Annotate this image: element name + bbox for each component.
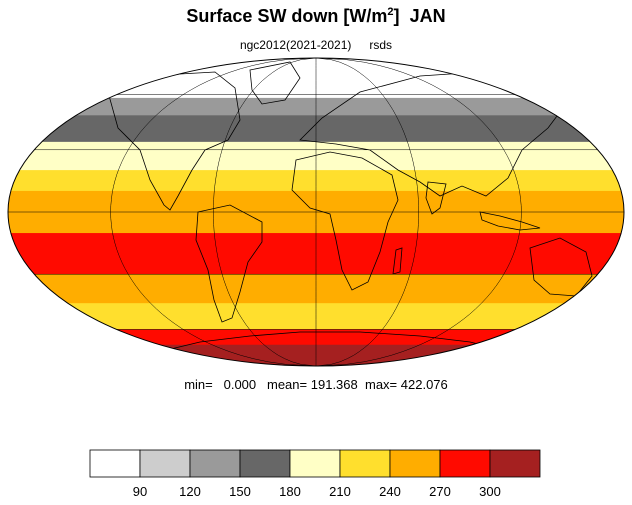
legend-tick-label: 210	[329, 484, 351, 499]
continent-outlines	[107, 61, 593, 355]
legend-tick-label: 270	[429, 484, 451, 499]
meridian-line	[315, 58, 419, 366]
legend-tick-label: 180	[279, 484, 301, 499]
legend-box	[339, 449, 391, 478]
mean-value: 191.368	[310, 377, 358, 392]
legend-box	[439, 449, 491, 478]
min-value: 0.000	[223, 377, 257, 392]
legend-tick-label: 240	[379, 484, 401, 499]
meridian-line	[110, 58, 317, 366]
legend-tick-label: 150	[229, 484, 251, 499]
title-month: JAN	[409, 6, 446, 26]
model-label: ngc2012(2021-2021)	[239, 38, 352, 52]
eurasia-outline	[299, 71, 567, 197]
legend-box	[239, 449, 291, 478]
variable-label: rsds	[369, 38, 393, 52]
legend-box	[189, 449, 241, 478]
legend-box	[289, 449, 341, 478]
max-value: 422.076	[400, 377, 448, 392]
map-border	[7, 57, 625, 367]
title-close: ]	[393, 6, 400, 26]
south-america-outline	[195, 204, 263, 323]
indonesia-outline	[479, 211, 541, 231]
africa-outline	[291, 151, 399, 291]
legend-boxes	[89, 449, 541, 478]
india-outline	[425, 181, 447, 215]
meridian-line	[315, 58, 522, 366]
title-text: Surface SW down [W/m	[186, 6, 388, 26]
greenland-outline	[249, 61, 301, 105]
title-superscript: 2	[387, 6, 394, 18]
min-label: min=	[184, 377, 213, 392]
meridian-line	[213, 58, 317, 366]
legend-tick-label: 120	[179, 484, 201, 499]
legend-box	[139, 449, 191, 478]
statistics-line: min= 0.000 mean= 191.368 max= 422.076	[0, 377, 632, 392]
legend-box	[389, 449, 441, 478]
antarctica-outline	[149, 331, 511, 355]
legend-tick-labels: 90 120 150 180 210 240 270 300	[133, 484, 501, 499]
madagascar-outline	[392, 247, 403, 275]
legend-box	[489, 449, 541, 478]
legend-tick-label: 300	[479, 484, 501, 499]
australia-outline	[529, 237, 593, 297]
legend-tick-label: 90	[133, 484, 147, 499]
north-america-outline	[107, 71, 241, 211]
max-label: max=	[364, 377, 398, 392]
map-subtitle: ngc2012(2021-2021) rsds	[0, 38, 632, 52]
mean-label: mean=	[267, 377, 308, 392]
graticule	[8, 58, 624, 366]
legend-box	[89, 449, 141, 478]
map-title: Surface SW down [W/m2] JAN	[0, 6, 632, 27]
